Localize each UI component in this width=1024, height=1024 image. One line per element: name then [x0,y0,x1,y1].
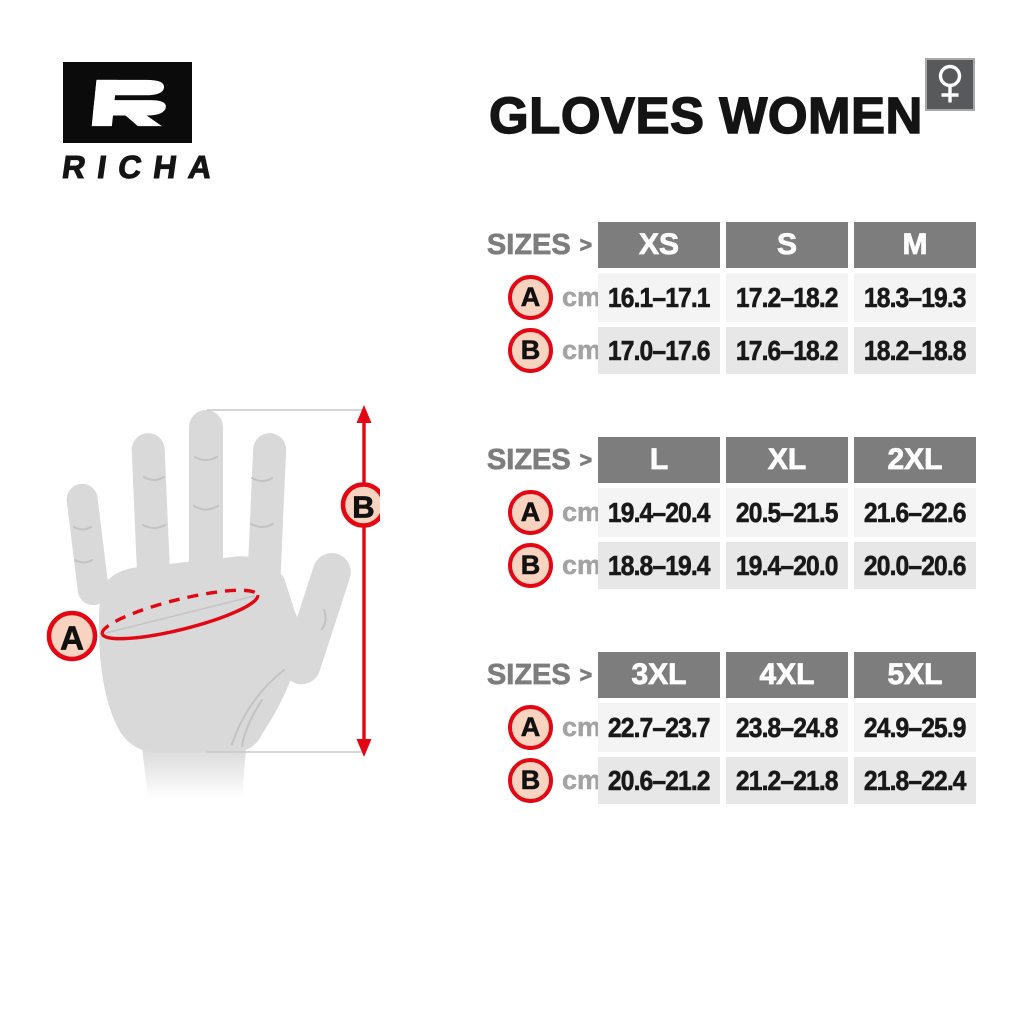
size-value-cell: 21.8–22.4 [854,757,976,804]
row-label-b: B cm [508,327,601,374]
hand-length-arrow [356,405,372,757]
size-column-header: 4XL [726,652,848,698]
row-label-b: B cm [508,757,601,804]
richa-logo-mark [63,62,192,143]
unit-label: cm [562,497,602,528]
size-column-header: 2XL [854,437,976,483]
marker-letter: A [520,712,541,743]
row-label-a: A cm [508,488,601,537]
page-title: GLOVES WOMEN [488,87,923,145]
marker-letter: A [520,497,541,528]
size-value-cell: 23.8–24.8 [726,703,848,752]
size-table-l-xl-2xl: SIZES > L XL 2XL A cm 19.4–20.4 20.5–21.… [0,437,1024,589]
row-label-a: A cm [508,273,601,322]
richa-r-icon [91,79,166,127]
hand-creases [73,456,327,747]
measurement-a-badge: A [508,705,553,750]
size-value-cell: 20.5–21.5 [726,488,848,537]
chevron-right-icon: > [579,664,592,688]
unit-label: cm [562,550,602,581]
sizes-label: SIZES > [468,437,593,483]
row-label-a: A cm [508,703,601,752]
size-value-cell: 18.2–18.8 [854,327,976,374]
measurement-b-badge: B [508,328,553,373]
measurement-b-badge: B [508,758,553,803]
marker-letter: B [520,550,541,581]
size-value-cell: 22.7–23.7 [598,703,720,752]
palm-circumference-ellipse [100,588,260,641]
size-value-cell: 18.8–19.4 [598,542,720,589]
measure-guide-lines [207,409,365,753]
size-value-cell: 20.6–21.2 [598,757,720,804]
size-value-cell: 17.0–17.6 [598,327,720,374]
size-column-header: L [598,437,720,483]
measurement-a-badge: A [46,610,98,662]
marker-letter: A [520,282,541,313]
size-value-cell: 21.2–21.8 [726,757,848,804]
size-column-header: 3XL [598,652,720,698]
richa-wordmark: RICHA [59,149,227,186]
sizes-label-text: SIZES [486,443,572,476]
chevron-right-icon: > [579,449,592,473]
row-label-b: B cm [508,542,601,589]
sizes-label: SIZES > [468,652,593,698]
size-value-cell: 24.9–25.9 [854,703,976,752]
size-column-header: XS [598,222,720,268]
measurement-a-badge: A [508,490,553,535]
size-value-cell: 17.2–18.2 [726,273,848,322]
unit-label: cm [562,765,602,796]
measurement-a-badge: A [508,275,553,320]
size-table-xs-s-m: SIZES > XS S M A cm 16.1–17.1 17.2–18.2 … [0,222,1024,374]
marker-letter: B [352,490,374,525]
hand-silhouette [66,410,351,799]
size-value-cell: 19.4–20.0 [726,542,848,589]
hand-measurement-diagram: A B [46,405,380,799]
size-value-cell: 16.1–17.1 [598,273,720,322]
unit-label: cm [562,712,602,743]
marker-letter: B [520,765,541,796]
size-value-cell: 19.4–20.4 [598,488,720,537]
sizes-label-text: SIZES [486,658,572,691]
size-value-cell: 20.0–20.6 [854,542,976,589]
size-column-header: S [726,222,848,268]
unit-label: cm [562,282,602,313]
size-value-cell: 17.6–18.2 [726,327,848,374]
size-table-3xl-4xl-5xl: SIZES > 3XL 4XL 5XL A cm 22.7–23.7 23.8–… [0,652,1024,804]
chevron-right-icon: > [579,234,592,258]
measurement-b-badge: B [508,543,553,588]
sizes-label-text: SIZES [486,228,572,261]
female-symbol-icon [925,58,975,111]
size-value-cell: 21.6–22.6 [854,488,976,537]
size-column-header: 5XL [854,652,976,698]
size-value-cell: 18.3–19.3 [854,273,976,322]
sizes-label: SIZES > [468,222,593,268]
size-column-header: XL [726,437,848,483]
unit-label: cm [562,335,602,366]
marker-letter: B [520,335,541,366]
marker-letter: A [60,620,84,657]
measurement-b-badge: B [340,482,380,528]
size-column-header: M [854,222,976,268]
